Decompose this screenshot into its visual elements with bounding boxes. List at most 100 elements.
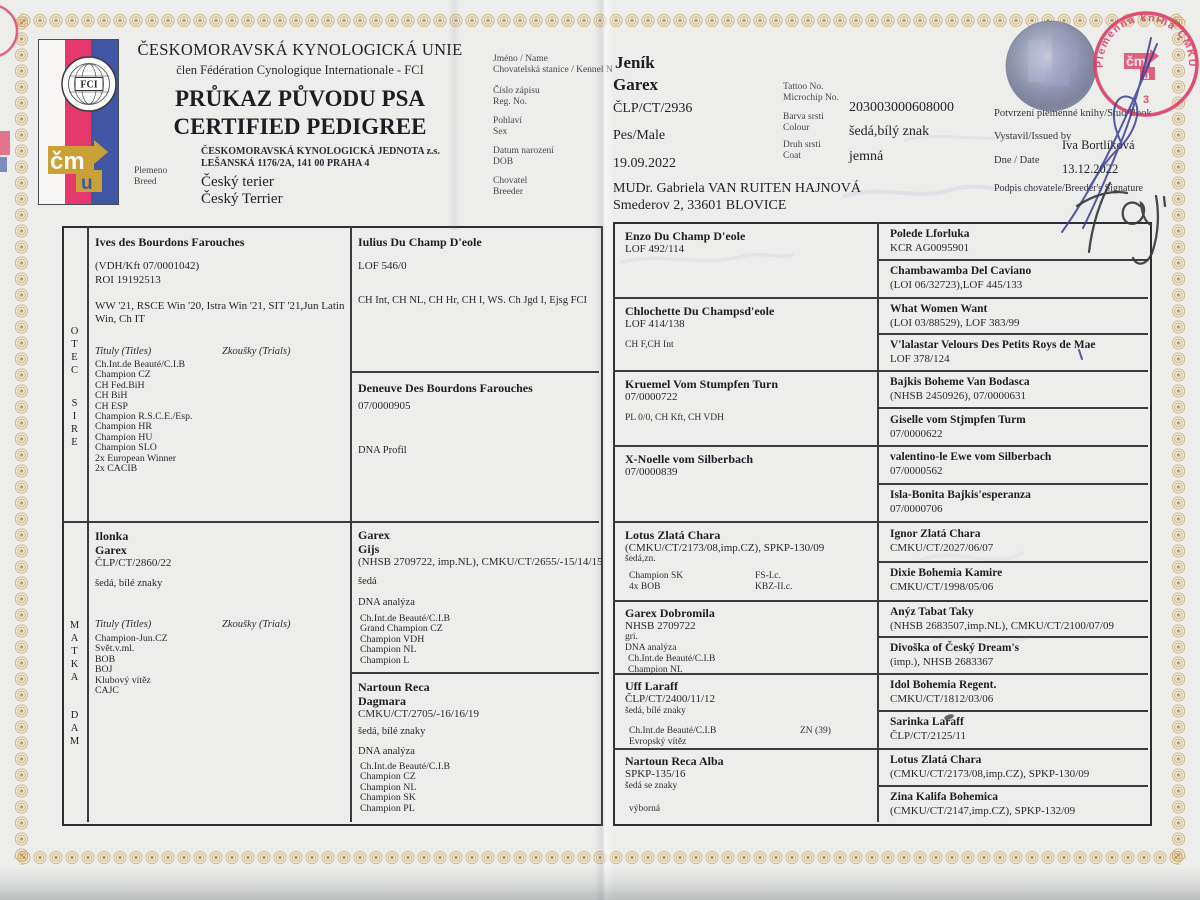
gggp-12-reg: (imp.), NHSB 2683367 [890,656,994,668]
sex-label: Pohlaví Sex [493,116,523,138]
ggp-1-reg: LOF 492/114 [625,243,685,255]
gggp-11-name: Anýz Tabat Taky [890,606,974,618]
sire-father-reg: LOF 546/0 [358,260,407,272]
sire-father-name: Iulius Du Champ D'eole [358,235,482,249]
rt-hline-600 [613,600,1148,602]
svg-text:u: u [1143,70,1150,82]
gggp-2-reg: (LOI 06/32723),LOF 445/133 [890,279,1023,291]
ggp-8-grade: výborná [629,804,661,814]
ornament-border-right [1171,13,1186,865]
gggp-15-reg: (CMKU/CT/2173/08,imp.CZ), SPKP-130/09 [890,768,1090,780]
ggp-6-titles-left: Ch.Int.de Beauté/C.I.B Champion NL [628,654,716,675]
gggp-16-reg: (CMKU/CT/2147,imp.CZ), SPKP-132/09 [890,805,1076,817]
breeder-label: Chovatel Breeder [493,176,528,198]
dog-coat: jemná [849,149,884,164]
dam-mother-name: Nartoun Reca [358,680,430,694]
rt-hline-673 [613,673,1148,675]
gggp-14-reg: ČLP/CT/2125/11 [890,730,966,742]
sire-mother-reg: 07/0000905 [358,400,411,412]
ggp-7-name: Uff Laraff [625,679,678,693]
ggp-6-reg: NHSB 2709722 [625,620,696,632]
cmu-emblem: čm u [48,140,108,194]
rt-hline-522 [613,521,1148,523]
ggp-8-name: Nartoun Reca Alba [625,754,724,768]
gggp-16-name: Zina Kalifa Bohemica [890,791,998,803]
ggp-3-name: Kruemel Vom Stumpfen Turn [625,377,779,391]
ggp-7-titles-left: Ch.Int.de Beauté/C.I.B Evropský vítěz [629,726,717,747]
sire-label: SIRE [69,398,80,450]
dog-sex: Pes/Male [613,128,666,143]
hologram-sticker [1005,20,1097,112]
cmu-cm-text: čm [50,148,85,175]
gggp-1-reg: KCR AG0095901 [890,242,970,254]
gggp-1-name: Polede Lforluka [890,228,970,240]
gggp-5-name: Bajkis Boheme Van Bodasca [890,376,1030,388]
header-block: ČESKOMORAVSKÁ KYNOLOGICKÁ UNIE člen Fédé… [130,40,470,140]
ggp-4-reg: 07/0000839 [625,466,678,478]
ggp-3-reg: 07/0000722 [625,391,678,403]
gggp-2-name: Chambawamba Del Caviano [890,265,1032,277]
ggp-3-titles: PL 0/0, CH Kft, CH VDH [625,413,724,423]
date-label: Dne / Date [994,155,1040,166]
ggp-8-colour: šedá se znaky [625,781,678,791]
issued-label: Vystavil/Issued by [994,131,1072,142]
rt5-hline-785 [877,785,1148,787]
gggp-11-reg: (NHSB 2683507,imp.NL), CMKU/CT/2100/07/0… [890,620,1114,632]
ggp-2-name: Chlochette Du Champsd'eole [625,304,775,318]
org-name: ČESKOMORAVSKÁ KYNOLOGICKÁ UNIE [137,40,463,59]
ggp-2-titles: CH F,CH Int [625,340,674,350]
sire-mother-note: DNA Profil [358,445,407,456]
dam-father-titles: Ch.Int.de Beauté/C.I.B Grand Champion CZ… [360,613,451,666]
rt5-hline-259 [877,259,1148,261]
matka-label: MATKA [69,620,80,685]
ggp-5-reg: (CMKU/CT/2173/08,imp.CZ), SPKP-130/09 [625,542,825,554]
breed-label: Plemeno Breed [134,166,168,188]
gggp-6-name: Giselle vom Stjmpfen Turm [890,414,1026,426]
ornament-border-left [14,13,29,865]
gggp-8-reg: 07/0000706 [890,503,943,515]
cmu-u-text: u [81,173,93,194]
doc-title-cz: PRŮKAZ PŮVODU PSA [175,86,425,111]
studbook-confirm-label: Potvrzení plemenné knihy/Stud Book [994,108,1152,119]
sire-awards: WW '21, RSCE Win '20, Istra Win '21, SIT… [95,300,345,325]
dog-dob: 19.09.2022 [613,156,676,171]
stamp-number: 3 [1143,94,1149,106]
ggp-5-name: Lotus Zlatá Chara [625,528,721,542]
sire-zkousky-label: Zkoušky (Trials) [222,346,291,357]
rt5-hline-636 [877,636,1148,638]
issued-by: Iva Bortlíková [1062,138,1135,152]
breeder-name: MUDr. Gabriela VAN RUITEN HAJNOVÁ [613,181,861,196]
dog-microchip: 203003000608000 [849,100,954,115]
gggp-3-reg: (LOI 03/88529), LOF 383/99 [890,317,1020,329]
dog-reg-no: ČLP/CT/2936 [613,101,693,116]
left-table-hline-sire-gp [350,371,599,373]
ggp-7-colour: šedá, bílé znaky [625,706,686,716]
ggp-2-reg: LOF 414/138 [625,318,685,330]
dob-label: Datum narození DOB [493,146,554,168]
breeder-signature-label: Podpis chovatele/Breeder's Signature [994,183,1143,194]
dog-colour: šedá,bílý znak [849,124,930,139]
rt5-hline-407 [877,407,1148,409]
rt5-hline-483 [877,483,1148,485]
reg-label: Číslo zápisu Reg. No. [493,86,540,108]
rt-hline-445 [613,445,1148,447]
doc-title-en: CERTIFIED PEDIGREE [173,114,427,139]
paper-fold-center [594,0,614,900]
ggp-6-colour: gri. [625,632,638,642]
dog-kennel: Garex [613,75,659,94]
dam-mother-kennel: Dagmara [358,694,406,708]
dam-name: Ilonka [95,529,129,543]
otec-label: OTEC [69,326,80,378]
gggp-9-name: Ignor Zlatá Chara [890,528,981,540]
breed-value: Český terier Český Terrier [201,174,283,207]
gggp-7-reg: 07/0000562 [890,465,943,477]
gggp-8-name: Isla-Bonita Bajkis'esperanza [890,489,1031,501]
rt5-hline-710 [877,710,1148,712]
colour-label: Barva srsti Colour [783,112,824,134]
ggp-5-titles-left: Champion SK 4x BOB [629,571,684,592]
dam-mother-dna: DNA analýza [358,746,415,757]
gggp-14-name: Sarinka Laraff [890,716,964,728]
gggp-4-name: V'lalastar Velours Des Petits Roys de Ma… [890,339,1096,351]
gggp-13-name: Idol Bohemia Regent. [890,679,997,691]
